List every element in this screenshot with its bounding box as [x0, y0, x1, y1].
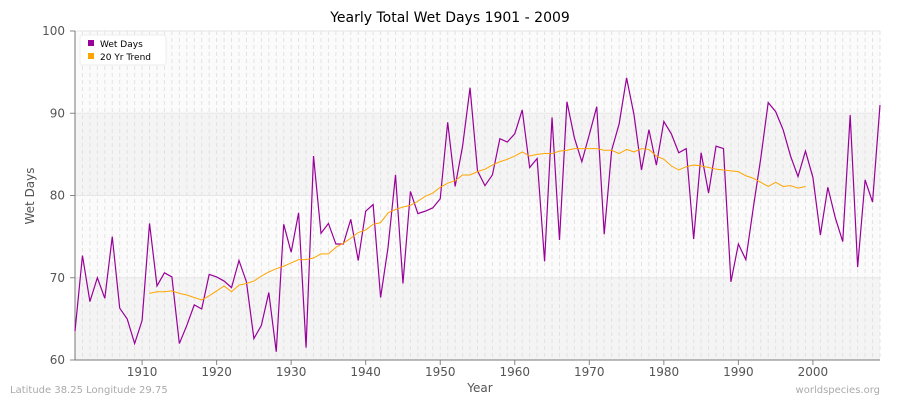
footer-site: worldspecies.org [796, 385, 880, 396]
x-tick-label: 1960 [499, 365, 530, 379]
x-tick-label: 1910 [127, 365, 158, 379]
legend: Wet Days 20 Yr Trend [79, 34, 167, 66]
chart-title: Yearly Total Wet Days 1901 - 2009 [329, 10, 570, 26]
legend-label-wet-days: Wet Days [100, 40, 143, 50]
x-tick-label: 1990 [723, 365, 754, 379]
x-tick-label: 1940 [350, 365, 381, 379]
x-tick-label: 1980 [649, 365, 680, 379]
y-axis-label: Wet Days [23, 167, 37, 224]
x-tick-label: 1920 [201, 365, 232, 379]
y-tick-label: 100 [42, 24, 65, 38]
x-tick-label: 1930 [276, 365, 307, 379]
y-tick-label: 60 [50, 353, 65, 367]
x-tick-label: 1950 [425, 365, 456, 379]
background-band [75, 31, 880, 114]
y-tick-label: 70 [50, 271, 65, 285]
y-tick-label: 80 [50, 189, 65, 203]
x-axis-label: Year [466, 381, 492, 395]
legend-swatch-trend [88, 53, 94, 59]
footer-location: Latitude 38.25 Longitude 29.75 [10, 385, 168, 396]
legend-box [79, 34, 167, 66]
legend-label-trend: 20 Yr Trend [100, 53, 151, 63]
x-tick-label: 1970 [574, 365, 605, 379]
legend-swatch-wet-days [88, 40, 94, 46]
x-tick-label: 2000 [798, 365, 829, 379]
y-tick-label: 90 [50, 106, 65, 120]
